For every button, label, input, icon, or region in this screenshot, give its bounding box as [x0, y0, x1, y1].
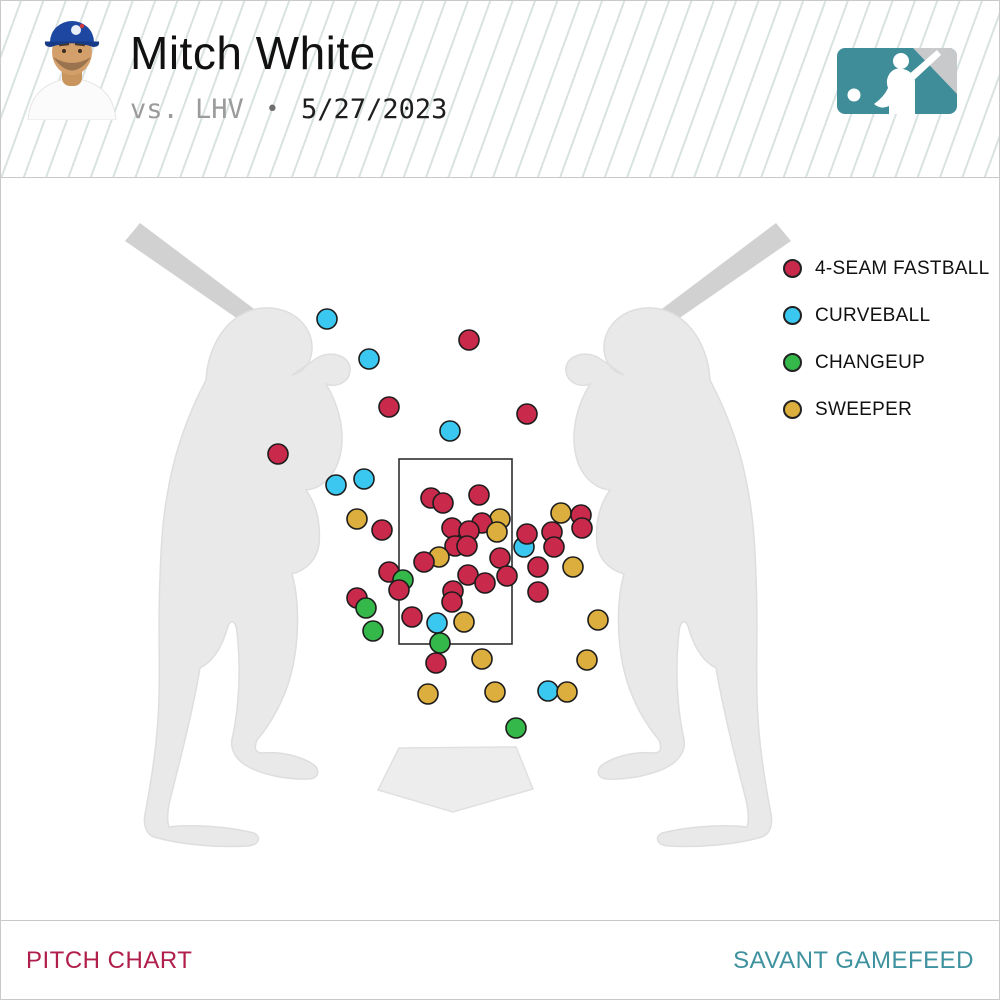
pitch-dot-ff	[378, 396, 400, 418]
pitch-dot-st	[550, 502, 572, 524]
pitch-dot-ch	[429, 632, 451, 654]
legend-item-changeup: CHANGEUP	[783, 352, 990, 373]
pitch-dot-ff	[527, 556, 549, 578]
pitch-type-legend: 4-SEAM FASTBALL CURVEBALL CHANGEUP SWEEP…	[783, 258, 990, 420]
pitch-dot-cu	[439, 420, 461, 442]
title-block: Mitch White vs. LHV • 5/27/2023	[130, 26, 447, 125]
pitch-dot-ff	[371, 519, 393, 541]
pitch-dot-ff	[441, 591, 463, 613]
left-batter-silhouette	[124, 222, 351, 848]
pitch-dot-ff	[489, 547, 511, 569]
pitch-dot-st	[471, 648, 493, 670]
pitch-dot-ff	[571, 517, 593, 539]
pitch-dot-ch	[355, 597, 377, 619]
pitch-dot-st	[562, 556, 584, 578]
pitch-dot-ff	[516, 523, 538, 545]
pitch-dot-ff	[543, 536, 565, 558]
eye	[78, 49, 82, 53]
pitch-dot-cu	[537, 680, 559, 702]
pitch-dot-cu	[316, 308, 338, 330]
pitch-dot-cu	[426, 612, 448, 634]
eye	[62, 49, 66, 53]
beard	[53, 57, 91, 71]
legend-item-4-seam-fastball: 4-SEAM FASTBALL	[783, 258, 990, 279]
pitch-dot-ff	[458, 329, 480, 351]
pitch-dot-cu	[358, 348, 380, 370]
legend-swatch	[783, 306, 802, 325]
legend-item-sweeper: SWEEPER	[783, 399, 990, 420]
pitch-dot-st	[556, 681, 578, 703]
legend-label: CHANGEUP	[815, 351, 926, 373]
legend-label: CURVEBALL	[815, 304, 931, 326]
pitch-dot-ff	[413, 551, 435, 573]
pitch-dot-ff	[456, 535, 478, 557]
legend-label: 4-SEAM FASTBALL	[815, 257, 990, 279]
pitch-dot-ff	[401, 606, 423, 628]
pitch-chart-title: PITCH CHART	[26, 946, 193, 974]
pitch-dot-ff	[474, 572, 496, 594]
legend-swatch	[783, 259, 802, 278]
pitch-dot-ff	[388, 579, 410, 601]
pitch-dot-st	[453, 611, 475, 633]
legend-swatch	[783, 400, 802, 419]
game-subtitle: vs. LHV • 5/27/2023	[130, 94, 447, 125]
legend-item-curveball: CURVEBALL	[783, 305, 990, 326]
pitch-dot-st	[417, 683, 439, 705]
cap-brim	[44, 41, 100, 47]
right-batter-silhouette	[565, 222, 792, 848]
pitch-dot-st	[484, 681, 506, 703]
page-title: Mitch White	[130, 27, 376, 79]
opponent-label: vs. LHV	[130, 94, 244, 125]
pitch-dot-ff	[267, 443, 289, 465]
pitch-dot-ff	[527, 581, 549, 603]
savant-gamefeed-link[interactable]: SAVANT GAMEFEED	[733, 946, 974, 974]
pitch-dot-cu	[353, 468, 375, 490]
game-date: 5/27/2023	[301, 94, 448, 125]
pitch-dot-cu	[325, 474, 347, 496]
pitch-dot-st	[346, 508, 368, 530]
subtitle-separator: •	[265, 97, 280, 122]
pitch-dot-ff	[496, 565, 518, 587]
mlb-logo-icon	[837, 48, 957, 114]
cap-logo-leaf	[79, 23, 85, 29]
pitch-dot-st	[587, 609, 609, 631]
pitch-dot-ch	[362, 620, 384, 642]
legend-swatch	[783, 353, 802, 372]
home-plate	[376, 746, 535, 813]
pitch-dot-ff	[516, 403, 538, 425]
pitch-dot-st	[486, 521, 508, 543]
pitch-dots	[267, 308, 609, 739]
header: Mitch White vs. LHV • 5/27/2023	[0, 0, 1000, 178]
legend-label: SWEEPER	[815, 398, 913, 420]
eyebrows	[58, 42, 86, 47]
cap-logo	[71, 25, 81, 35]
footer: PITCH CHART SAVANT GAMEFEED	[0, 920, 1000, 1000]
pitch-dot-st	[576, 649, 598, 671]
pitch-dot-ff	[432, 492, 454, 514]
pitch-dot-ch	[505, 717, 527, 739]
pitch-location-chart	[124, 222, 792, 848]
pitch-dot-ff	[425, 652, 447, 674]
player-headshot	[27, 21, 117, 120]
strike-zone	[398, 458, 513, 645]
pitch-dot-ff	[468, 484, 490, 506]
